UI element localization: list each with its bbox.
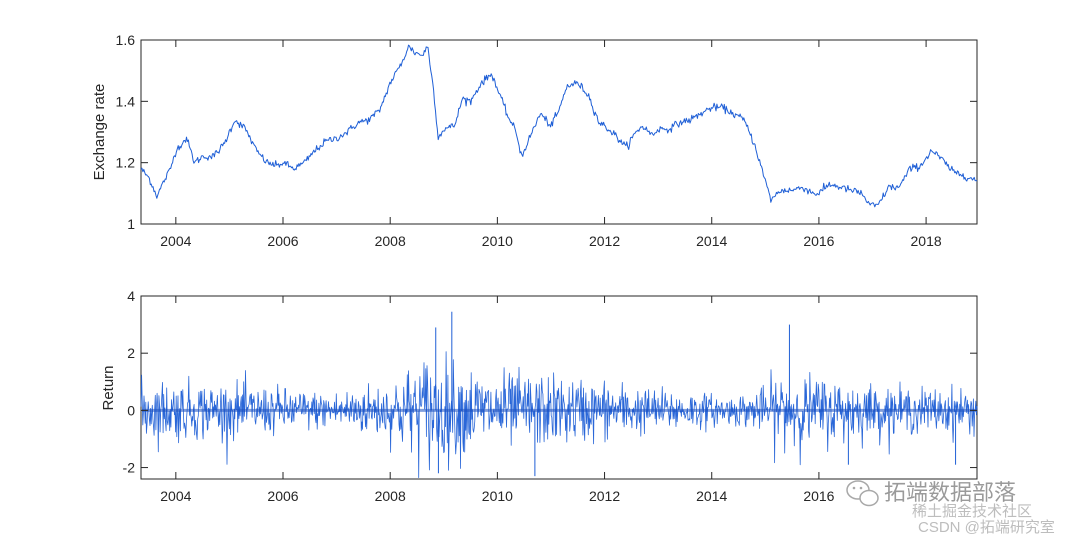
exchange-rate-x-ticks: 2004 2006 2008 2010 2012 2014 2016 2018 — [160, 40, 942, 249]
return-y-ticks: -2 0 2 4 — [123, 288, 977, 476]
y-tick-label: 1.2 — [116, 155, 136, 171]
exchange-rate-axes-box — [140, 39, 978, 225]
x-tick-label: 2010 — [482, 233, 513, 249]
x-tick-label: 2008 — [375, 233, 406, 249]
x-tick-label: 2004 — [160, 488, 191, 504]
x-tick-label: 2008 — [375, 488, 406, 504]
watermark: 拓端数据部落 稀土掘金技术社区 CSDN @拓端研究室 — [846, 480, 1055, 536]
return-axes-box — [140, 295, 978, 480]
y-tick-label: 1 — [127, 216, 135, 232]
watermark-line3: CSDN @拓端研究室 — [918, 519, 1055, 536]
return-x-ticks: 2004 2006 2008 2010 2012 2014 2016 — [160, 296, 835, 504]
return-line — [140, 351, 978, 478]
exchange-rate-y-ticks: 1 1.2 1.4 1.6 — [116, 32, 977, 232]
x-tick-label: 2006 — [267, 488, 298, 504]
x-tick-label: 2014 — [696, 233, 727, 249]
y-tick-label: -2 — [123, 460, 136, 476]
watermark-brand: 拓端数据部落 — [884, 480, 1016, 505]
y-tick-label: 4 — [127, 288, 135, 304]
x-tick-label: 2016 — [803, 233, 834, 249]
x-tick-label: 2012 — [589, 488, 620, 504]
exchange-rate-series — [140, 44, 978, 208]
x-tick-label: 2004 — [160, 233, 191, 249]
exchange-rate-panel: 11.21.41.6 2004 2006 2008 2010 2012 2014 2016 2… — [91, 32, 978, 249]
exchange-rate-line — [140, 44, 978, 208]
return-y-axis-title: Return — [100, 365, 117, 410]
y-tick-label: 1.6 — [116, 32, 136, 48]
x-tick-label: 2016 — [803, 488, 834, 504]
return-panel: -2 0 2 4 2004 2006 2008 2010 2012 2014 2016 Retur… — [100, 288, 978, 504]
x-tick-label: 2006 — [267, 233, 298, 249]
x-tick-label: 2014 — [696, 488, 727, 504]
y-tick-label: 1.4 — [116, 93, 136, 109]
y-tick-label: 0 — [127, 402, 135, 418]
x-tick-label: 2010 — [482, 488, 513, 504]
y-tick-label: 2 — [127, 345, 135, 361]
wechat-icon — [846, 480, 879, 507]
return-series — [140, 311, 978, 478]
x-tick-label: 2018 — [911, 233, 942, 249]
exchange-rate-y-axis-title: Exchange rate — [91, 84, 108, 181]
watermark-line2: 稀土掘金技术社区 — [912, 503, 1032, 520]
x-tick-label: 2012 — [589, 233, 620, 249]
